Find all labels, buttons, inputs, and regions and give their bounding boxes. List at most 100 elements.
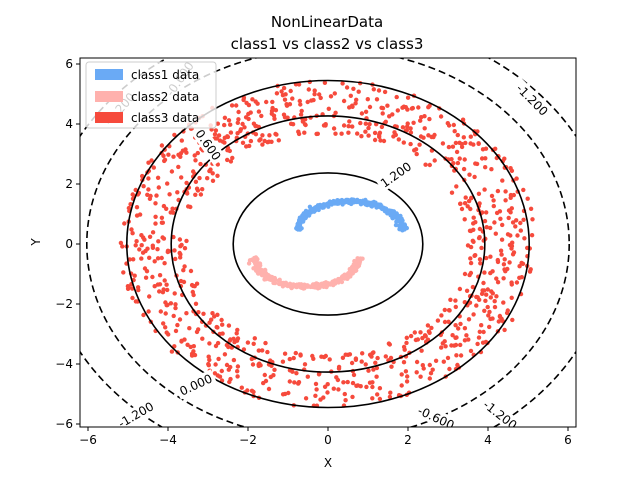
data-point: [339, 131, 344, 136]
data-point: [276, 138, 281, 143]
data-point: [130, 231, 135, 236]
contour-label-text: -1.200: [116, 399, 157, 430]
data-point: [494, 294, 499, 299]
data-point: [262, 372, 267, 378]
data-point: [462, 338, 468, 343]
data-point: [276, 281, 282, 286]
data-point: [315, 131, 320, 136]
data-point: [171, 313, 176, 319]
data-point: [403, 105, 408, 110]
contour-label: 0.000: [174, 369, 218, 400]
data-point: [140, 250, 146, 255]
data-point: [519, 260, 524, 266]
data-point: [503, 189, 508, 194]
data-point: [528, 206, 534, 211]
data-point: [286, 390, 291, 396]
data-point: [496, 319, 501, 324]
contour-label-bg: [477, 394, 524, 427]
data-point: [369, 204, 375, 209]
data-point: [377, 130, 383, 135]
data-point: [206, 361, 211, 367]
data-point: [429, 325, 434, 331]
data-point: [375, 355, 380, 361]
data-point: [162, 278, 167, 283]
data-point: [466, 337, 471, 342]
data-point: [173, 302, 178, 307]
data-point: [506, 215, 511, 221]
data-point: [509, 206, 514, 211]
y-tick-label: −2: [55, 297, 73, 311]
data-point: [468, 134, 473, 139]
data-point: [458, 342, 463, 348]
data-point: [419, 115, 424, 120]
data-point: [492, 220, 497, 225]
data-point: [480, 147, 486, 152]
data-point: [121, 270, 126, 275]
data-point: [296, 82, 302, 87]
legend-label-class2: class2 data: [131, 90, 199, 104]
chart-title: NonLinearData: [271, 13, 383, 31]
data-point: [388, 355, 394, 361]
data-point: [161, 203, 167, 209]
data-point: [146, 187, 151, 192]
data-point: [509, 295, 514, 300]
data-point: [366, 125, 371, 131]
data-point: [453, 342, 459, 348]
data-point: [157, 282, 163, 287]
data-point: [154, 193, 159, 198]
data-point: [342, 391, 347, 397]
data-point: [422, 126, 427, 131]
data-point: [455, 132, 460, 138]
data-point: [331, 386, 336, 391]
data-point: [216, 356, 221, 362]
data-point: [166, 332, 171, 337]
y-tick-label: 6: [65, 57, 73, 71]
data-point: [173, 305, 178, 311]
y-tick-label: 4: [65, 117, 73, 131]
data-point: [345, 379, 350, 385]
data-point: [457, 156, 462, 161]
data-point: [439, 313, 444, 318]
data-point: [408, 126, 413, 131]
data-point: [446, 144, 452, 150]
data-point: [122, 221, 127, 226]
data-point: [302, 362, 308, 367]
data-point: [420, 335, 425, 341]
data-point: [400, 125, 406, 130]
data-point: [340, 355, 346, 360]
contour-line: [86, 58, 570, 427]
data-point: [156, 239, 161, 244]
data-point: [157, 273, 163, 278]
data-point: [130, 192, 135, 197]
y-tick-label: −6: [55, 417, 73, 431]
data-point: [408, 130, 414, 135]
data-point: [498, 248, 504, 253]
data-point: [312, 88, 317, 93]
data-point: [503, 269, 508, 274]
data-point: [509, 246, 514, 251]
data-point: [336, 364, 342, 370]
data-point: [497, 314, 503, 319]
data-point: [184, 238, 189, 244]
y-axis-label: Y: [29, 238, 43, 247]
data-point: [162, 261, 167, 266]
data-point: [166, 152, 171, 157]
data-point: [353, 356, 359, 361]
data-point: [374, 374, 379, 379]
data-point: [262, 272, 268, 277]
data-point: [347, 119, 352, 124]
data-point: [147, 294, 152, 299]
contour-label-text: 0.600: [192, 127, 223, 163]
data-point: [489, 167, 494, 172]
data-point: [171, 154, 176, 159]
data-point: [317, 285, 322, 290]
data-point: [193, 179, 199, 184]
data-point: [483, 165, 488, 170]
data-point: [172, 248, 177, 253]
data-point: [173, 256, 178, 262]
data-point: [256, 109, 262, 114]
data-point: [425, 337, 431, 342]
data-point: [192, 352, 198, 358]
data-point: [179, 175, 184, 180]
data-point: [454, 335, 459, 340]
